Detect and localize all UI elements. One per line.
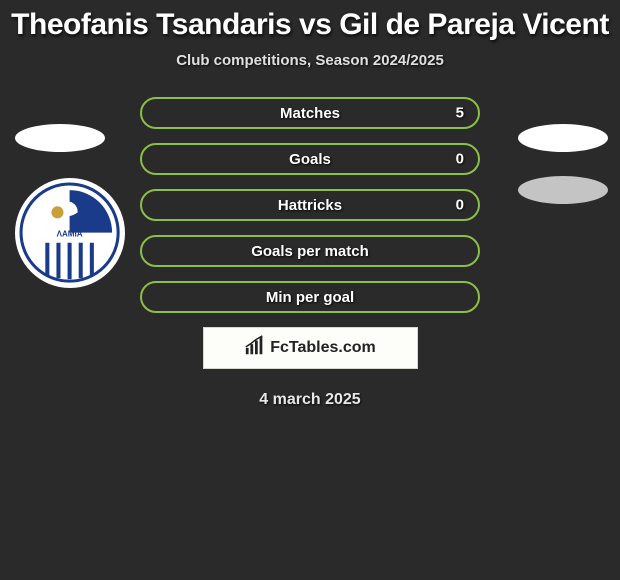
stats-container: Matches 5 Goals 0 Hattricks 0 Goals per …	[140, 97, 480, 313]
stat-label: Goals	[289, 151, 331, 168]
page-title: Theofanis Tsandaris vs Gil de Pareja Vic…	[0, 0, 620, 46]
stat-label: Goals per match	[251, 243, 369, 260]
stat-row: Matches 5	[140, 97, 480, 129]
stat-label: Matches	[280, 105, 340, 122]
stat-right-value: 0	[456, 197, 464, 214]
stat-row: Hattricks 0	[140, 189, 480, 221]
stat-label: Hattricks	[278, 197, 342, 214]
svg-text:ΛAMIA: ΛAMIA	[57, 230, 83, 239]
stat-label: Min per goal	[266, 289, 354, 306]
player1-placeholder-1	[15, 124, 105, 152]
watermark-text: FcTables.com	[270, 339, 376, 357]
watermark-badge: FcTables.com	[203, 327, 418, 369]
team-crest-icon: ΛAMIA	[15, 178, 125, 288]
stat-right-value: 5	[456, 105, 464, 122]
player2-placeholder-1	[518, 124, 608, 152]
stat-row: Goals per match	[140, 235, 480, 267]
chart-icon	[244, 335, 266, 362]
date-label: 4 march 2025	[0, 369, 620, 409]
stat-row: Min per goal	[140, 281, 480, 313]
page-subtitle: Club competitions, Season 2024/2025	[0, 46, 620, 97]
stat-right-value: 0	[456, 151, 464, 168]
player2-placeholder-2	[518, 176, 608, 204]
stat-row: Goals 0	[140, 143, 480, 175]
